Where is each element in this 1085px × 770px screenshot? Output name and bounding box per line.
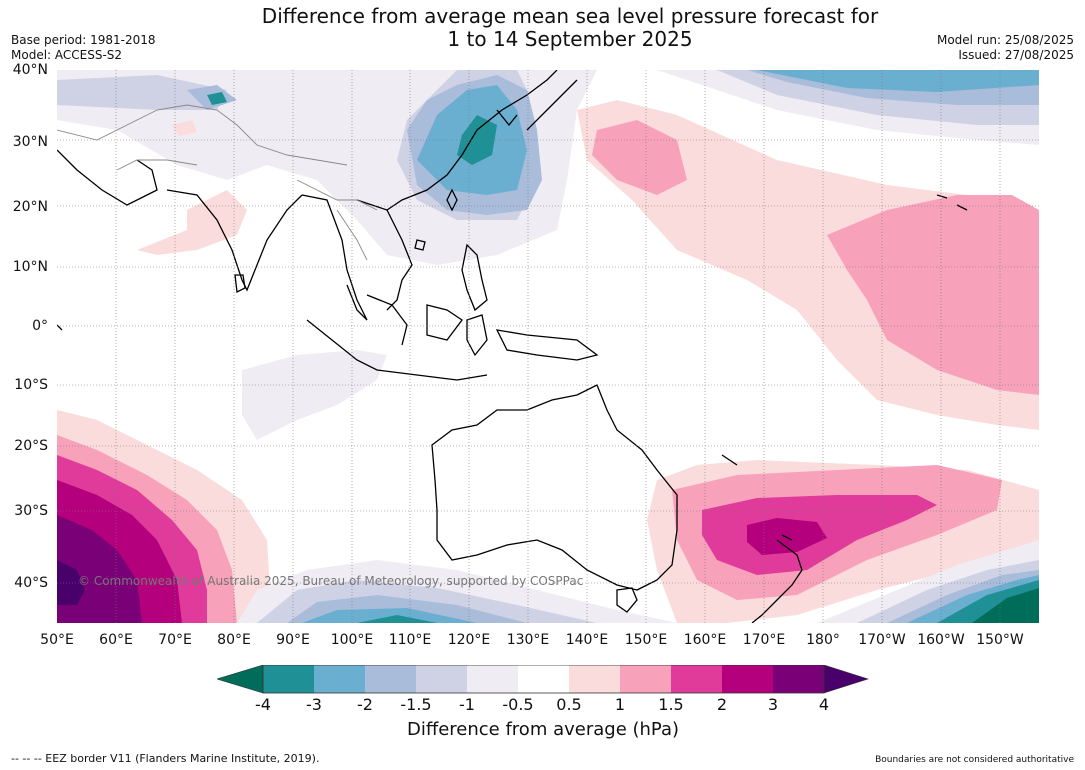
country-borders xyxy=(57,104,378,261)
lon-label: 130°E xyxy=(506,632,550,648)
colorbar-tick: -4 xyxy=(255,695,271,714)
lon-label: 100°E xyxy=(330,632,374,648)
lon-label: 170°E xyxy=(742,632,786,648)
indian-ocean-high-anomaly xyxy=(57,410,272,623)
new-zealand-high-anomaly xyxy=(647,460,1039,623)
lon-label: 160°E xyxy=(683,632,727,648)
gridlines xyxy=(57,70,1039,623)
sri-lanka-coast xyxy=(234,274,246,293)
lon-label: 120°E xyxy=(447,632,491,648)
lat-label-30s: 30°S xyxy=(14,503,48,519)
lon-label: 160°W xyxy=(917,632,965,648)
hawaii-coast xyxy=(936,194,968,211)
hainan-coast xyxy=(414,239,426,251)
lat-label-20s: 20°S xyxy=(14,438,48,454)
colorbar xyxy=(217,665,869,694)
colorbar-title: Difference from average (hPa) xyxy=(406,719,680,740)
lon-label: 140°E xyxy=(565,632,609,648)
taiwan-coast xyxy=(446,188,458,212)
indian-ocean-weak-low xyxy=(242,350,387,440)
lon-label: 70°E xyxy=(158,632,192,648)
colorbar-tick: 4 xyxy=(818,695,830,714)
north-pacific-low-anomaly xyxy=(657,70,1039,145)
model-name-text: Model: ACCESS-S2 xyxy=(11,48,123,62)
coastlines xyxy=(57,70,968,623)
lon-label: 150°W xyxy=(976,632,1024,648)
issued-date-text: Issued: 27/08/2025 xyxy=(958,48,1074,62)
map-title-line2: 1 to 14 September 2025 xyxy=(447,27,693,51)
colorbar-tick: 1 xyxy=(614,695,626,714)
india-coast xyxy=(166,189,303,292)
lat-label-10n: 10°N xyxy=(12,259,48,275)
lat-label-30n: 30°N xyxy=(12,134,48,150)
southern-ocean-low-anomaly xyxy=(237,540,1039,623)
eez-border-note: -- -- -- EEZ border V11 (Flanders Marine… xyxy=(11,752,320,765)
china-coast xyxy=(386,70,558,211)
lon-label: 180° xyxy=(806,632,840,648)
lat-label-10s: 10°S xyxy=(14,377,48,393)
model-run-text: Model run: 25/08/2025 xyxy=(936,33,1074,47)
colorbar-tick: -0.5 xyxy=(502,695,534,714)
colorbar-tick: -1.5 xyxy=(400,695,432,714)
lat-label-equator: 0° xyxy=(32,318,48,334)
east-asia-low-anomaly xyxy=(57,70,597,265)
colorbar-tick: 1.5 xyxy=(658,695,684,714)
philippines-coast xyxy=(461,243,488,312)
lon-label: 60°E xyxy=(99,632,133,648)
lon-label: 80°E xyxy=(217,632,251,648)
copyright-watermark: © Commonwealth of Australia 2025, Bureau… xyxy=(78,574,584,588)
colorbar-tick: 3 xyxy=(767,695,779,714)
lat-label-40n: 40°N xyxy=(12,62,48,78)
colorbar-tick: 0.5 xyxy=(556,695,582,714)
base-period-text: Base period: 1981-2018 xyxy=(11,33,156,47)
model-info: Base period: 1981-2018 Model: ACCESS-S2 xyxy=(11,33,156,63)
lon-label: 90°E xyxy=(276,632,310,648)
new-zealand-coast xyxy=(751,534,803,623)
indonesia-coast xyxy=(306,294,599,381)
arabia-coast xyxy=(57,149,158,206)
korea-japan-coast xyxy=(496,79,578,131)
colorbar-tick: -1 xyxy=(459,695,475,714)
lat-label-20n: 20°N xyxy=(12,199,48,215)
map-title-line1: Difference from average mean sea level p… xyxy=(261,4,879,28)
tasmania-coast xyxy=(616,587,638,613)
new-caledonia-coast xyxy=(721,454,738,466)
australia-coast xyxy=(431,384,678,591)
lon-label: 50°E xyxy=(40,632,74,648)
run-info: Model run: 25/08/2025 Issued: 27/08/2025 xyxy=(937,33,1074,63)
colorbar-tick: -2 xyxy=(357,695,373,714)
boundaries-disclaimer: Boundaries are not considered authoritat… xyxy=(875,755,1074,765)
lon-label: 170°W xyxy=(858,632,906,648)
lon-label: 150°E xyxy=(624,632,668,648)
lon-label: 110°E xyxy=(388,632,432,648)
pressure-anomaly-map xyxy=(57,70,1039,623)
colorbar-tick: 2 xyxy=(716,695,728,714)
colorbar-tick: -3 xyxy=(306,695,322,714)
lat-label-40s: 40°S xyxy=(14,575,48,591)
